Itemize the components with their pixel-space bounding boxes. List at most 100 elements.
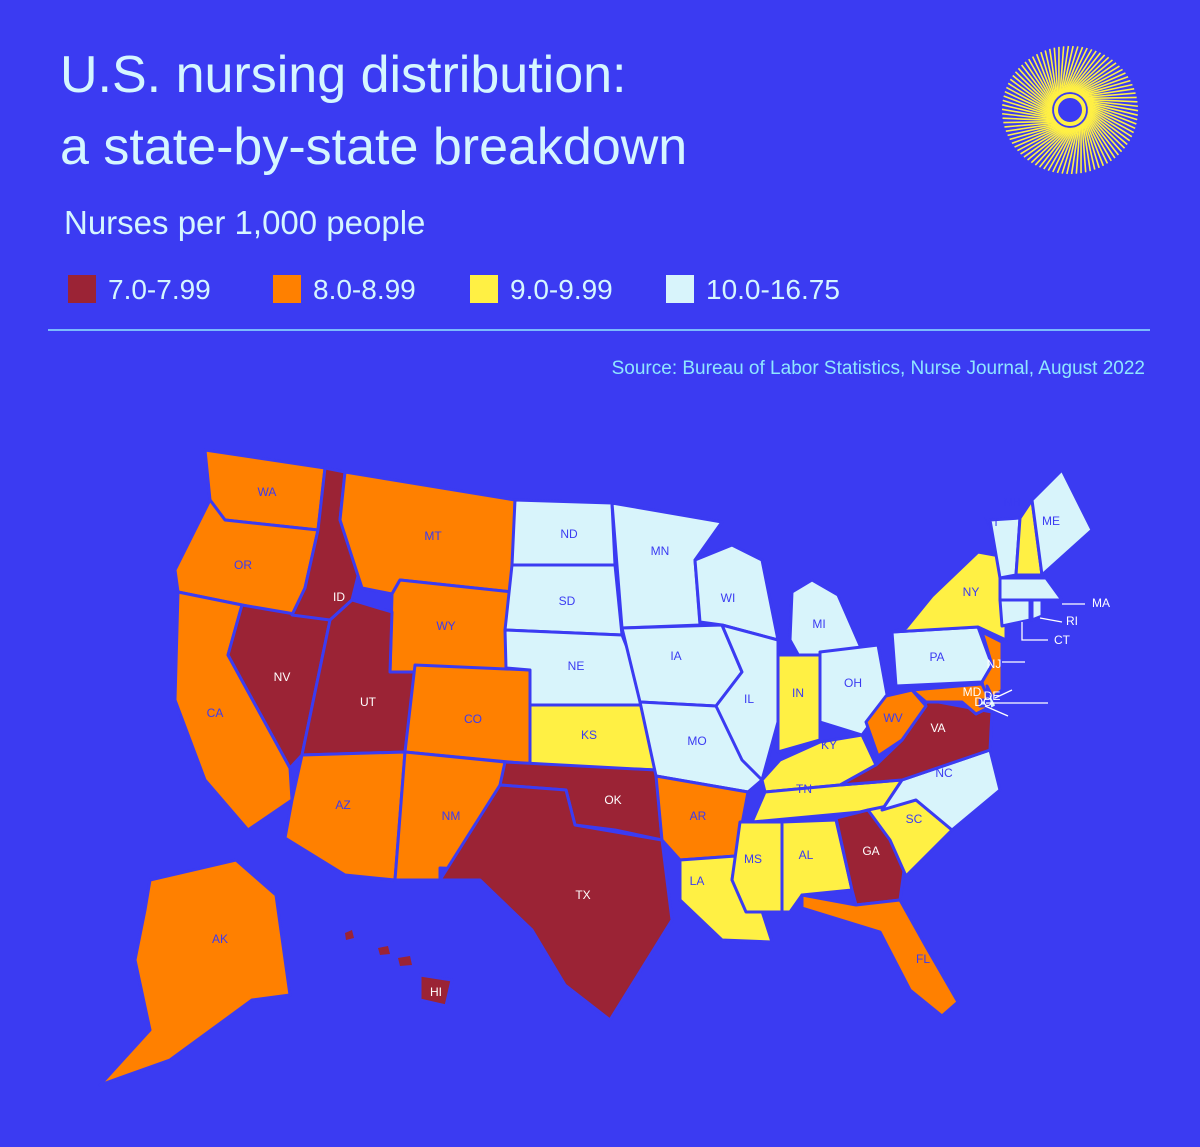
logo-ray xyxy=(1066,125,1079,175)
logo-ray xyxy=(1007,123,1060,137)
logo-ray xyxy=(1063,46,1084,94)
state-label: TN xyxy=(796,782,812,796)
state-label: KS xyxy=(581,728,597,742)
island-shape xyxy=(378,946,390,955)
logo-ray xyxy=(1075,65,1120,94)
logo-ray xyxy=(1085,99,1138,108)
logo-ray xyxy=(1047,127,1074,172)
state-shape xyxy=(1030,468,1094,577)
logo-ray xyxy=(1075,124,1081,174)
logo-ray xyxy=(1078,75,1129,96)
state-label: SC xyxy=(906,812,923,826)
state-label: TX xyxy=(575,888,590,902)
state-shape xyxy=(910,682,994,716)
state-shape xyxy=(418,973,454,1008)
state-label: ME xyxy=(1042,514,1060,528)
logo-ray xyxy=(1087,110,1128,146)
state-label: NJ xyxy=(987,657,1002,671)
state-label: DC xyxy=(974,695,992,709)
logo-ray xyxy=(1068,52,1102,93)
state-shape xyxy=(838,698,994,787)
logo-ray xyxy=(1053,47,1059,97)
legend-label: 10.0-16.75 xyxy=(706,274,840,305)
logo-ray xyxy=(1072,59,1113,93)
legend-label: 9.0-9.99 xyxy=(510,274,613,305)
state-shape xyxy=(1030,598,1044,622)
logo-ray xyxy=(1028,58,1055,104)
title-line: a state-by-state breakdown xyxy=(60,118,687,176)
state-label: VA xyxy=(930,721,945,735)
logo-ray xyxy=(1034,127,1070,166)
logo-ray xyxy=(1014,71,1053,109)
logo-ray xyxy=(1009,124,1061,141)
state-label: MO xyxy=(687,734,706,748)
state-label: MI xyxy=(812,617,825,631)
state-label: CA xyxy=(207,706,224,720)
logo-ray xyxy=(1031,56,1055,102)
source: Source: Bureau of Labor Statistics, Nurs… xyxy=(612,358,1145,379)
logo xyxy=(1001,45,1139,175)
state-label: AR xyxy=(690,809,707,823)
leader-line xyxy=(994,689,1013,699)
logo-ray xyxy=(1084,119,1105,167)
state-label: WY xyxy=(436,619,455,633)
logo-ray xyxy=(1087,105,1136,130)
logo-ray xyxy=(1082,92,1136,99)
logo-ray xyxy=(1038,127,1072,168)
leader-line xyxy=(1039,617,1063,623)
logo-ray xyxy=(1064,47,1088,93)
logo-ray xyxy=(1005,86,1053,114)
logo-ray xyxy=(1020,64,1054,106)
state-label: OR xyxy=(234,558,252,572)
state-label: CT xyxy=(1054,633,1071,647)
logo-ray xyxy=(1083,120,1100,169)
logo-ray xyxy=(1052,127,1076,173)
state-label: RI xyxy=(1066,614,1078,628)
logo-ray xyxy=(1083,96,1137,100)
legend-swatch xyxy=(68,275,96,303)
state-label: OH xyxy=(844,676,862,690)
logo-ray xyxy=(1087,106,1135,134)
leader-line xyxy=(984,705,1009,717)
logo-ray xyxy=(1017,67,1053,107)
logo-ray xyxy=(1023,126,1067,158)
state-label: SD xyxy=(559,594,576,608)
logo-ray xyxy=(1002,117,1056,122)
legend-swatch xyxy=(666,275,694,303)
logo-ray xyxy=(1005,122,1059,132)
state-label: OK xyxy=(604,793,621,807)
logo-ray xyxy=(1003,120,1057,124)
logo-ray xyxy=(1081,123,1087,173)
leader-line xyxy=(1021,622,1048,641)
logo-ray xyxy=(1062,46,1079,94)
state-shape xyxy=(638,700,764,794)
state-label: VT xyxy=(984,515,1000,529)
state-shape xyxy=(438,783,674,1022)
logo-ray xyxy=(1080,83,1133,97)
logo-ray xyxy=(1070,54,1106,93)
legend-label: 7.0-7.99 xyxy=(108,274,211,305)
state-shape xyxy=(800,893,960,1018)
state-shape xyxy=(985,684,999,712)
logo-ray xyxy=(1024,61,1054,105)
state-label: MD xyxy=(963,685,982,699)
logo-ray xyxy=(1081,88,1135,98)
logo-ray xyxy=(1048,48,1058,98)
logo-ray xyxy=(1085,100,1139,112)
island-shape xyxy=(345,930,354,940)
logo-ray xyxy=(1087,104,1137,125)
logo-ray xyxy=(1066,48,1093,93)
state-label: WI xyxy=(721,591,736,605)
state-label: ND xyxy=(560,527,578,541)
logo-ray xyxy=(1086,115,1116,159)
logo-ray xyxy=(1079,79,1131,96)
logo-ray xyxy=(1087,108,1133,138)
state-label: NC xyxy=(935,766,953,780)
state-label: AZ xyxy=(335,798,350,812)
logo-ray xyxy=(1030,127,1069,164)
state-label: FL xyxy=(916,952,930,966)
state-label: NV xyxy=(274,670,291,684)
logo-ray xyxy=(1087,109,1131,142)
legend-swatch xyxy=(273,275,301,303)
